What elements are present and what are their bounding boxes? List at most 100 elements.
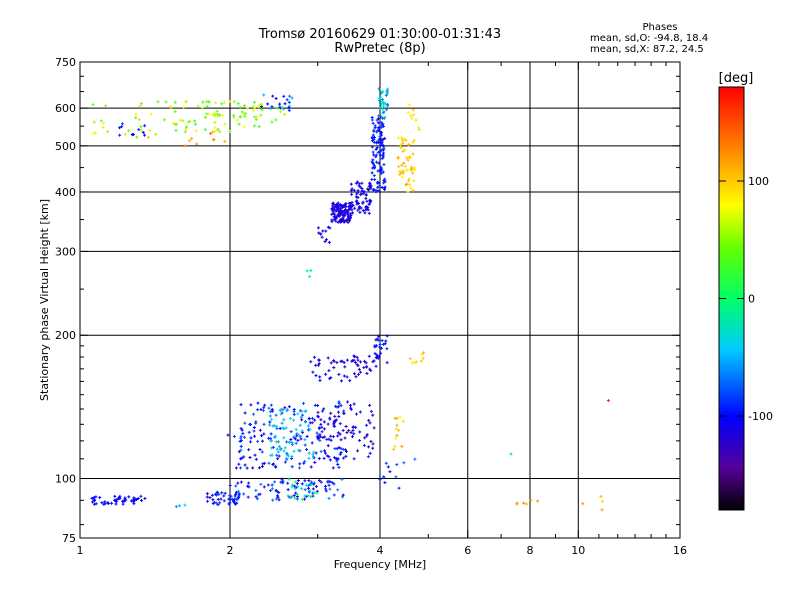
echo-point — [354, 425, 358, 429]
echo-point — [379, 149, 383, 153]
echo-point — [239, 436, 243, 440]
echo-point — [337, 401, 341, 405]
echo-point — [242, 455, 246, 459]
echo-point — [214, 101, 218, 105]
echo-point — [414, 118, 418, 122]
echo-point — [256, 493, 260, 497]
echo-point — [361, 201, 365, 205]
echo-point — [301, 401, 305, 405]
echo-point — [239, 403, 243, 407]
echo-point — [413, 457, 417, 461]
echo-point — [287, 106, 291, 110]
echo-point — [304, 420, 308, 424]
echo-point — [270, 446, 274, 450]
echo-point — [296, 485, 300, 489]
echo-point — [288, 417, 292, 421]
echo-point — [121, 502, 125, 506]
echo-point — [368, 201, 372, 205]
echo-point — [285, 453, 289, 457]
echo-point — [343, 436, 347, 440]
echo-point — [268, 414, 272, 418]
echo-point — [367, 445, 371, 449]
echo-point — [319, 422, 323, 426]
echo-point — [120, 125, 124, 129]
echo-point — [599, 494, 603, 498]
echo-point — [373, 345, 377, 349]
echo-point — [405, 156, 409, 160]
echo-point — [326, 225, 330, 229]
echo-point — [216, 497, 220, 501]
echo-point — [302, 461, 306, 465]
echo-point — [219, 497, 223, 501]
echo-point — [279, 110, 283, 114]
echo-point — [411, 167, 415, 171]
echo-point — [299, 437, 303, 441]
echo-point — [324, 372, 328, 376]
echo-point — [256, 408, 260, 412]
echo-point — [134, 116, 138, 120]
echo-point — [332, 202, 336, 206]
echo-point — [351, 429, 355, 433]
echo-point — [218, 130, 222, 134]
echo-point — [184, 127, 188, 131]
echo-point — [352, 402, 356, 406]
echo-point — [374, 147, 378, 151]
echo-point — [254, 117, 258, 121]
echo-point — [377, 117, 381, 121]
echo-point — [222, 101, 226, 105]
echo-point — [338, 213, 342, 217]
echo-point — [124, 498, 128, 502]
echo-point — [374, 153, 378, 157]
echo-point — [252, 412, 256, 416]
echo-point — [228, 501, 232, 505]
echo-point — [336, 410, 340, 414]
echo-point — [292, 418, 296, 422]
echo-point — [412, 113, 416, 117]
echo-point — [327, 240, 331, 244]
echo-point — [139, 494, 143, 498]
echo-point — [113, 494, 117, 498]
echo-point — [317, 426, 321, 430]
echo-point — [370, 145, 374, 149]
echo-point — [300, 482, 304, 486]
echo-point — [346, 214, 350, 218]
echo-point — [287, 100, 291, 104]
echo-point — [335, 203, 339, 207]
echo-point — [298, 466, 302, 470]
echo-point — [326, 356, 330, 360]
echo-point — [178, 504, 182, 508]
echo-point — [405, 182, 409, 186]
echo-point — [311, 455, 315, 459]
echo-point — [276, 495, 280, 499]
colorbar-tick-label: 100 — [748, 175, 769, 188]
echo-point — [342, 361, 346, 365]
echo-point — [385, 91, 389, 95]
echo-point — [171, 122, 175, 126]
echo-point — [536, 499, 540, 503]
echo-point — [327, 496, 331, 500]
echo-point — [522, 501, 526, 505]
echo-point — [313, 418, 317, 422]
echo-point — [374, 356, 378, 360]
echo-point — [279, 448, 283, 452]
echo-point — [331, 466, 335, 470]
echo-point — [401, 149, 405, 153]
echo-point — [183, 100, 187, 104]
echo-point — [226, 433, 230, 437]
echo-point — [341, 213, 345, 217]
echo-point — [323, 435, 327, 439]
echo-point — [372, 129, 376, 133]
echo-point — [275, 106, 279, 110]
phase-heading: Phases — [642, 22, 678, 33]
echo-point — [378, 134, 382, 138]
echo-point — [376, 189, 380, 193]
echo-point — [401, 139, 405, 143]
echo-point — [259, 113, 263, 117]
echo-point — [347, 428, 351, 432]
echo-point — [300, 487, 304, 491]
echo-point — [380, 186, 384, 190]
echo-point — [236, 489, 240, 493]
echo-point — [375, 337, 379, 341]
echo-point — [271, 498, 275, 502]
echo-point — [174, 122, 178, 126]
